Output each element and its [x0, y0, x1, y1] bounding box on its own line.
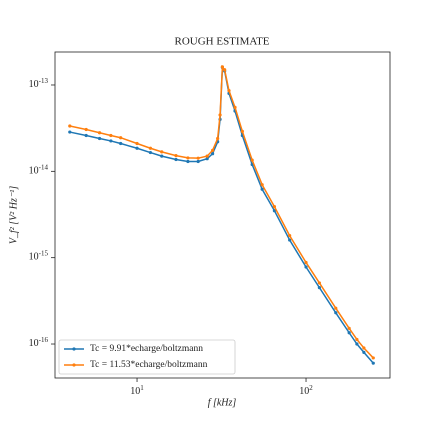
x-tick-label: 101	[130, 384, 144, 398]
data-point	[220, 65, 225, 69]
chart-title: ROUGH ESTIMATE	[174, 36, 269, 48]
data-point	[119, 141, 123, 146]
data-point	[317, 281, 322, 285]
data-point	[109, 139, 113, 143]
data-point	[148, 150, 153, 155]
data-point	[148, 146, 153, 150]
data-point	[109, 133, 113, 138]
data-point	[347, 331, 351, 335]
data-point	[186, 159, 190, 164]
data-point	[260, 187, 264, 191]
legend-box	[58, 339, 236, 375]
data-point	[211, 148, 215, 152]
data-point	[362, 350, 366, 354]
data-point	[97, 136, 102, 141]
data-point	[288, 234, 292, 238]
x-tick-label: 102	[299, 384, 313, 398]
data-point	[334, 311, 338, 315]
y-tick-label: 10-15	[29, 249, 49, 263]
data-point	[174, 154, 178, 158]
series-line	[69, 64, 374, 364]
y-tick-label: 10-13	[29, 77, 49, 91]
data-point	[223, 68, 227, 72]
data-point	[216, 136, 220, 141]
legend-label: Tc = 9.91*echarge/boltzmann	[90, 344, 203, 354]
data-point	[135, 146, 139, 150]
data-point	[218, 113, 222, 117]
series-line	[69, 64, 374, 359]
data-point	[260, 183, 264, 187]
x-axis-label: f [kHz]	[208, 397, 237, 408]
data-point	[196, 156, 200, 160]
data-point	[84, 133, 88, 138]
data-point	[119, 136, 123, 140]
data-point	[334, 306, 338, 310]
data-point	[240, 129, 244, 134]
data-point	[304, 265, 308, 269]
plot-frame	[54, 51, 391, 379]
data-point	[68, 124, 72, 128]
data-point	[196, 159, 200, 164]
data-point	[371, 356, 375, 360]
data-point	[186, 156, 190, 160]
data-point	[355, 342, 359, 346]
data-point	[205, 154, 209, 158]
data-point	[317, 286, 322, 290]
data-point	[250, 158, 254, 162]
y-tick-label: 10-14	[29, 163, 49, 177]
data-point	[288, 238, 292, 242]
data-point	[347, 326, 351, 330]
data-point	[205, 157, 209, 161]
data-point	[227, 89, 231, 93]
data-point	[272, 209, 277, 213]
data-point	[304, 260, 308, 265]
data-point	[160, 150, 164, 154]
data-point	[371, 361, 375, 365]
y-axis-label: V_f² [V² Hz⁻¹]	[8, 186, 19, 244]
data-point	[355, 337, 359, 342]
legend-label: Tc = 11.53*echarge/boltzmann	[90, 360, 208, 370]
legend-marker	[72, 347, 76, 351]
data-point	[84, 127, 88, 132]
data-point	[211, 152, 215, 156]
data-point	[160, 154, 164, 158]
data-point	[362, 346, 366, 350]
data-point	[233, 105, 237, 110]
y-tick-label: 10-16	[29, 336, 49, 350]
data-point	[174, 157, 178, 162]
data-point	[97, 131, 102, 135]
legend-marker	[72, 363, 76, 367]
data-point	[68, 130, 72, 134]
data-point	[135, 141, 139, 146]
data-point	[272, 205, 277, 209]
